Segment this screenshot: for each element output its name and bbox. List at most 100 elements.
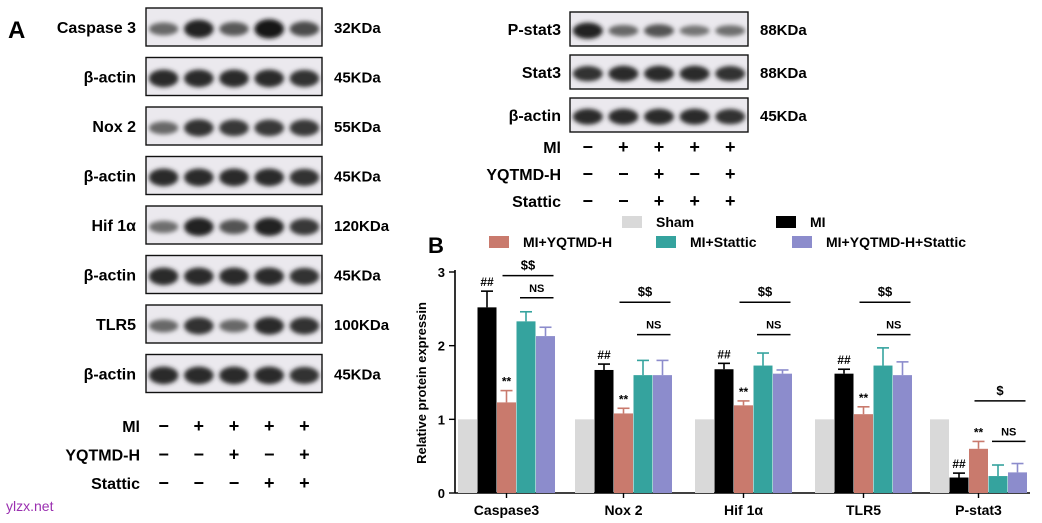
legend-entry: MI bbox=[810, 214, 826, 230]
panel-letter-a: A bbox=[8, 17, 25, 44]
panel-stat3-sign: + bbox=[654, 137, 665, 157]
panel-a-band bbox=[148, 366, 179, 385]
panel-a-band bbox=[219, 119, 249, 137]
panel-a-molecular-weight: 45KDa bbox=[334, 169, 381, 186]
panel-a-sign: + bbox=[299, 416, 310, 436]
panel-a-blot-label: β-actin bbox=[84, 367, 136, 384]
panel-stat3-band bbox=[644, 108, 674, 125]
panel-a-band bbox=[289, 168, 320, 186]
panel-stat3-condition-label: YQTMD-H bbox=[486, 167, 561, 184]
watermark: ylzx.net bbox=[6, 498, 54, 514]
panel-a-band bbox=[219, 366, 249, 385]
panel-letter-b: B bbox=[428, 233, 444, 258]
panel-a-band bbox=[184, 119, 214, 137]
panel-a-molecular-weight: 45KDa bbox=[334, 70, 381, 87]
panel-a-band bbox=[184, 19, 214, 38]
bar bbox=[653, 375, 672, 493]
bar bbox=[969, 448, 988, 493]
y-axis-label: Relative protein expressin bbox=[414, 302, 429, 464]
panel-a-band bbox=[219, 267, 249, 286]
western-blot-panel-a: A Caspase 3 32KDa β-actin 45KDa Nox 2 55KDa β-a… bbox=[8, 7, 390, 493]
panel-a-band bbox=[254, 69, 284, 88]
panel-a-band bbox=[184, 69, 214, 88]
panel-a-band bbox=[254, 267, 284, 286]
panel-a-band bbox=[148, 319, 179, 333]
comparison-label-bottom: NS bbox=[646, 320, 661, 332]
x-tick-label: TLR5 bbox=[846, 502, 881, 518]
panel-a-blot-label: β-actin bbox=[84, 169, 136, 186]
panel-a-band bbox=[254, 317, 284, 335]
panel-stat3-sign: − bbox=[583, 164, 594, 184]
panel-a-band bbox=[184, 317, 214, 335]
panel-a-molecular-weight: 120KDa bbox=[334, 218, 390, 235]
panel-a-band bbox=[289, 317, 320, 335]
bar bbox=[815, 419, 834, 493]
bar bbox=[1008, 472, 1027, 493]
bar bbox=[854, 414, 873, 493]
panel-a-blot-label: TLR5 bbox=[96, 317, 136, 334]
comparison-label-bottom: NS bbox=[766, 320, 781, 332]
panel-a-sign: − bbox=[194, 445, 205, 465]
significance-mark: ** bbox=[502, 375, 512, 389]
panel-stat3-condition-label: Stattic bbox=[512, 194, 561, 211]
x-tick-label: P-stat3 bbox=[955, 502, 1002, 518]
y-tick-label: 0 bbox=[438, 486, 445, 501]
panel-a-blot-label: β-actin bbox=[84, 70, 136, 87]
panel-a-condition-label: Stattic bbox=[91, 476, 140, 493]
panel-a-band bbox=[148, 121, 179, 135]
panel-stat3-sign: − bbox=[583, 137, 594, 157]
panel-stat3-band bbox=[572, 108, 603, 125]
significance-mark: ## bbox=[717, 347, 731, 361]
comparison-label-bottom: NS bbox=[886, 320, 901, 332]
significance-mark: ** bbox=[974, 425, 984, 439]
panel-a-band bbox=[148, 220, 179, 234]
panel-a-band bbox=[289, 267, 320, 285]
bar bbox=[893, 375, 912, 493]
comparison-label-bottom: NS bbox=[529, 283, 544, 295]
y-tick-label: 3 bbox=[438, 265, 445, 280]
panel-stat3-molecular-weight: 88KDa bbox=[760, 22, 807, 39]
panel-stat3-molecular-weight: 45KDa bbox=[760, 108, 807, 125]
legend-swatch bbox=[489, 236, 509, 248]
panel-stat3-blot-label: Stat3 bbox=[522, 65, 561, 82]
panel-stat3-band bbox=[679, 65, 710, 82]
panel-a-band bbox=[289, 218, 320, 236]
panel-stat3-band bbox=[572, 66, 603, 82]
panel-a-band bbox=[254, 19, 284, 39]
panel-stat3-band bbox=[715, 109, 746, 125]
significance-mark: ## bbox=[597, 348, 611, 362]
panel-stat3-band bbox=[679, 25, 710, 36]
panel-a-band bbox=[254, 168, 284, 187]
panel-a-band bbox=[289, 119, 320, 137]
panel-a-band bbox=[219, 21, 249, 36]
panel-a-sign: − bbox=[229, 473, 240, 493]
panel-stat3-condition-label: Ml bbox=[543, 140, 561, 157]
panel-a-sign: − bbox=[194, 473, 205, 493]
panel-a-band bbox=[254, 366, 284, 385]
legend-entry: Sham bbox=[656, 214, 694, 230]
panel-a-sign: − bbox=[158, 445, 169, 465]
panel-stat3-blot-label: P-stat3 bbox=[508, 22, 561, 39]
bar bbox=[753, 365, 773, 493]
panel-stat3-sign: − bbox=[618, 164, 629, 184]
x-tick-label: Caspase3 bbox=[474, 502, 540, 518]
panel-stat3-sign: + bbox=[618, 137, 629, 157]
panel-a-sign: + bbox=[229, 445, 240, 465]
panel-stat3-sign: + bbox=[689, 137, 700, 157]
bar bbox=[458, 419, 477, 493]
bar bbox=[773, 373, 792, 493]
panel-a-band bbox=[289, 69, 320, 87]
panel-a-band bbox=[219, 219, 249, 235]
panel-a-band bbox=[148, 267, 179, 286]
significance-mark: ## bbox=[480, 275, 494, 289]
x-tick-label: Nox 2 bbox=[604, 502, 642, 518]
panel-stat3-band bbox=[715, 66, 746, 82]
bar bbox=[594, 369, 614, 493]
panel-stat3-sign: + bbox=[654, 191, 665, 211]
panel-a-band bbox=[184, 366, 214, 385]
panel-stat3-band bbox=[608, 108, 639, 125]
comparison-label-top: $$ bbox=[878, 284, 893, 299]
comparison-label-top: $$ bbox=[758, 284, 773, 299]
panel-stat3-band bbox=[644, 65, 674, 82]
